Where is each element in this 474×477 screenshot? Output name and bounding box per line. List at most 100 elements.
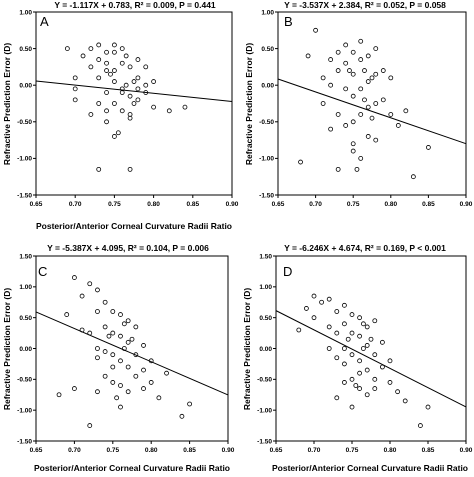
panel-b-data-point	[335, 68, 341, 73]
panel-c-data-point	[64, 312, 70, 317]
panel-d-y-ticks: 1.50 1.00 0.50 0.00 -0.50 -1.00 -1.50	[257, 253, 276, 445]
panel-a-xlabel: Posterior/Anterior Corneal Curvature Rad…	[36, 221, 232, 231]
panel-c-data-point	[110, 309, 116, 314]
panel-a-data-point	[112, 49, 117, 55]
panel-b-data-point	[380, 68, 386, 73]
panel-d-data-point	[425, 404, 431, 410]
panel-d-data-point	[357, 370, 363, 376]
panel-a-data-point	[119, 46, 125, 51]
panel-c-y-tick-label: -1.50	[17, 438, 32, 445]
panel-c-data-point	[118, 333, 123, 339]
panel-c-data-point	[95, 287, 100, 293]
panel-d-x-tick-label: 0.80	[384, 447, 397, 454]
panel-c-data-point	[110, 352, 116, 358]
panel-d-ylabel: Refractive Prediction Error (D)	[242, 288, 252, 411]
panel-b-y-tick-label: 1.00	[261, 9, 274, 16]
panel-a-data-point	[127, 112, 133, 117]
panel-c-data-point	[72, 386, 77, 391]
panel-d-data-point	[349, 376, 355, 382]
panel-d-data-point	[357, 315, 363, 321]
panel-b-x-tick-label: 0.65	[272, 201, 285, 208]
panel-a-data-point	[88, 64, 94, 70]
panel-a-x-ticks: 0.65 0.70 0.75 0.80 0.85 0.90	[30, 195, 239, 208]
panel-d-data-point	[379, 364, 385, 370]
panel-b-data-point	[350, 148, 356, 154]
panel-b-data-point	[369, 75, 375, 81]
panel-c-data-point	[118, 358, 123, 364]
panel-b-y-ticks: 1.00 0.50 0.00 -0.50 -1.00 -1.50	[259, 9, 278, 199]
panel-b-data-point	[380, 97, 386, 103]
panel-d-data-point	[364, 392, 370, 398]
panel-a-regression-line	[35, 80, 233, 102]
panel-b-y-tick-label: -0.50	[259, 119, 274, 126]
panel-b-data-point	[358, 57, 364, 62]
panel-b-data-point	[388, 112, 394, 117]
panel-c-data-point	[141, 367, 146, 373]
panel-a-data-point	[96, 57, 102, 62]
panel-d-data-point	[417, 423, 423, 428]
panel-b: Y = -3.537X + 2.384, R² = 0.052, P = 0.0…	[244, 0, 473, 208]
panel-c-letter: C	[38, 264, 47, 279]
panel-c-data-point	[121, 321, 127, 327]
panel-b-data-point	[365, 79, 371, 84]
panel-b-equation: Y = -3.537X + 2.384, R² = 0.052, P = 0.0…	[284, 0, 446, 10]
panel-c-data-point	[95, 355, 100, 361]
panel-c-y-tick-label: 1.00	[19, 284, 32, 291]
panel-d-data-point	[349, 404, 355, 410]
panel-a-data-point	[131, 79, 137, 84]
panel-c-data-point	[133, 352, 139, 358]
panel-c-points	[56, 275, 193, 428]
panel-a-data-point	[182, 104, 188, 110]
panel-d-data-point	[311, 293, 317, 299]
panel-a-data-point	[112, 68, 117, 73]
panel-d-data-point	[395, 389, 401, 395]
panel-b-plot-area	[277, 11, 467, 196]
panel-a-data-point	[72, 97, 78, 103]
panel-d-data-point	[341, 302, 347, 308]
panel-d-data-point	[334, 355, 340, 361]
panel-d-xlabel: Posterior/Anterior Corneal Curvature Rad…	[272, 463, 468, 473]
panel-d-y-tick-label: 1.50	[259, 253, 272, 260]
panel-c-data-point	[110, 330, 116, 336]
panel-c-data-point	[106, 333, 112, 339]
panel-a-data-point	[135, 57, 141, 62]
panel-d-data-point	[364, 343, 370, 348]
panel-a-data-point	[104, 60, 109, 66]
panel-a-data-point	[151, 79, 157, 84]
panel-d-data-point	[341, 346, 347, 351]
panel-a-data-point	[127, 93, 133, 99]
panel-d-data-point	[326, 346, 332, 351]
panel-b-data-point	[358, 112, 364, 117]
panel-b-x-ticks: 0.65 0.70 0.75 0.80 0.85 0.90	[272, 195, 473, 208]
panel-d-x-tick-label: 0.70	[308, 447, 321, 454]
panel-b-x-tick-label: 0.80	[384, 201, 397, 208]
panel-b-data-point	[373, 101, 379, 106]
panel-c-xlabel: Posterior/Anterior Corneal Curvature Rad…	[34, 463, 230, 473]
panel-b-data-point	[343, 123, 349, 128]
panel-b-y-tick-label: -1.50	[259, 192, 274, 199]
panel-b-x-tick-label: 0.70	[309, 201, 322, 208]
panel-a-data-point	[104, 49, 109, 55]
panel-d-data-point	[326, 324, 332, 330]
panel-c-data-point	[148, 358, 154, 364]
panel-d-x-ticks: 0.65 0.70 0.75 0.80 0.85 0.90	[270, 441, 473, 454]
panel-d-y-tick-label: 0.50	[259, 315, 272, 322]
panel-b-ylabel: Refractive Prediction Error (D)	[244, 43, 254, 166]
panel-b-data-point	[365, 104, 371, 110]
panel-c-data-point	[102, 373, 108, 379]
panel-a-data-point	[151, 104, 157, 110]
panel-b-data-point	[388, 75, 394, 81]
panel-b-regression-line	[277, 78, 467, 145]
panel-b-data-point	[328, 57, 334, 62]
panel-d-y-tick-label: 0.00	[259, 346, 272, 353]
panel-d-points	[296, 293, 431, 428]
panel-b-data-point	[343, 60, 349, 66]
panel-c-data-point	[187, 401, 193, 407]
panel-a-data-point	[143, 90, 149, 95]
panel-b-data-point	[358, 86, 364, 92]
panel-c-data-point	[164, 370, 169, 376]
panel-c-data-point	[114, 395, 120, 401]
panel-b-data-point	[358, 155, 364, 161]
panel-a-data-point	[131, 101, 137, 106]
panel-a-data-point	[96, 166, 102, 172]
